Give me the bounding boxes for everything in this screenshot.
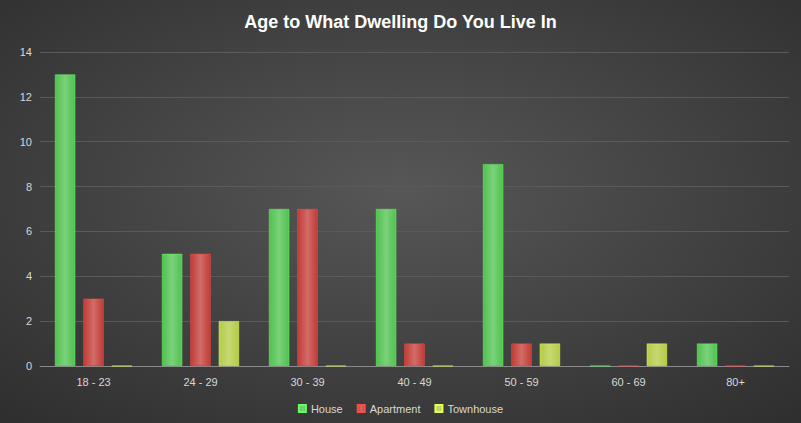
svg-text:6: 6: [26, 225, 32, 237]
svg-text:4: 4: [26, 270, 32, 282]
svg-text:2: 2: [26, 315, 32, 327]
svg-text:0: 0: [26, 360, 32, 372]
svg-text:24 - 29: 24 - 29: [183, 376, 217, 388]
svg-text:Apartment: Apartment: [370, 403, 421, 415]
svg-text:12: 12: [20, 91, 32, 103]
svg-text:Townhouse: Townhouse: [447, 403, 503, 415]
svg-text:80+: 80+: [726, 376, 745, 388]
svg-text:50 - 59: 50 - 59: [504, 376, 538, 388]
svg-text:Age to What Dwelling Do You Li: Age to What Dwelling Do You Live In: [244, 12, 556, 32]
svg-text:House: House: [311, 403, 343, 415]
svg-text:8: 8: [26, 181, 32, 193]
svg-text:18 - 23: 18 - 23: [76, 376, 110, 388]
svg-text:60 - 69: 60 - 69: [611, 376, 645, 388]
svg-text:10: 10: [20, 136, 32, 148]
svg-text:30 - 39: 30 - 39: [290, 376, 324, 388]
svg-text:14: 14: [20, 46, 32, 58]
svg-text:40 - 49: 40 - 49: [397, 376, 431, 388]
